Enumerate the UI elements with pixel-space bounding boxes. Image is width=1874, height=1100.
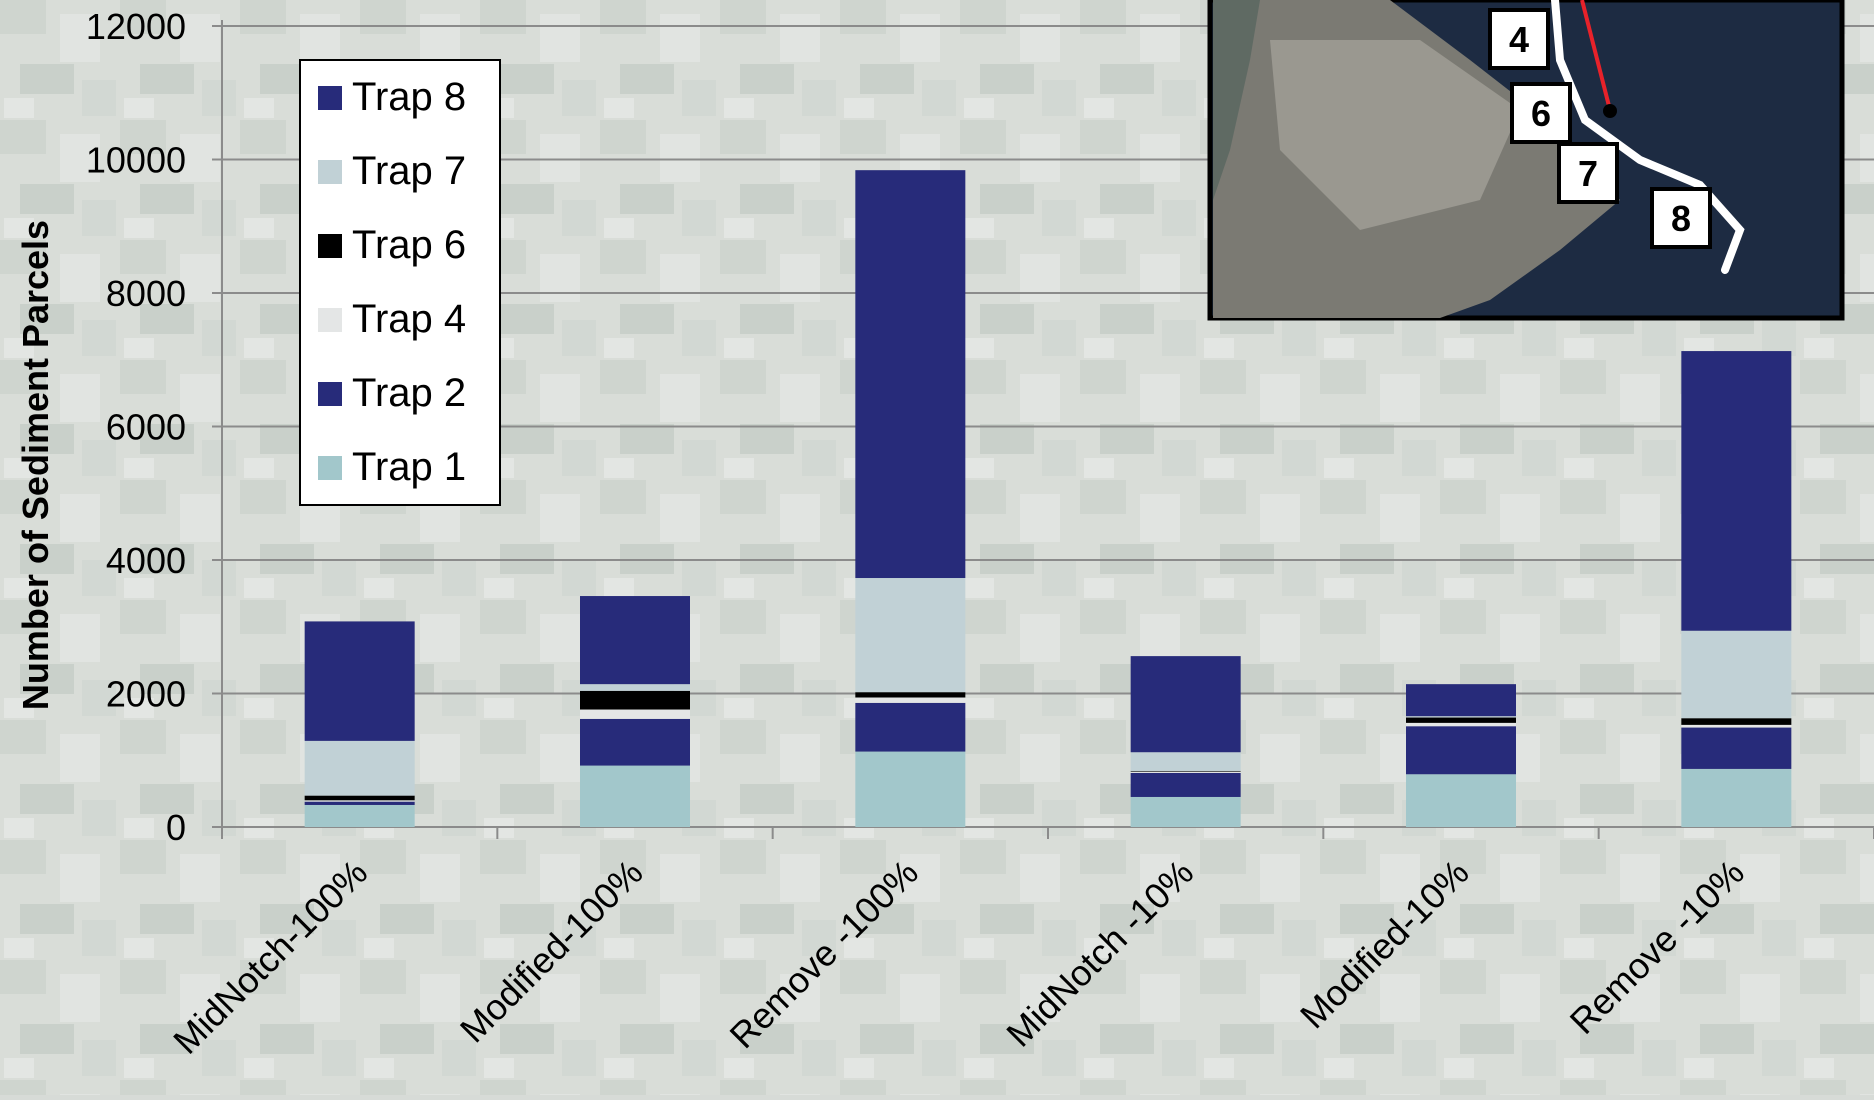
bar-segment-trap-4	[1406, 722, 1516, 727]
y-tick-label: 0	[166, 807, 186, 848]
legend-label: Trap 1	[352, 445, 466, 489]
bar-segment-trap-6	[855, 692, 966, 698]
inset-pier	[1270, 40, 1520, 230]
bar-segment-trap-1	[1406, 774, 1516, 827]
bar-segment-trap-8	[1130, 656, 1241, 753]
legend-swatch	[318, 456, 342, 480]
bar-segment-trap-8	[855, 170, 966, 579]
bar-segment-trap-2	[1406, 726, 1516, 775]
bar-segment-trap-2	[1681, 727, 1792, 769]
legend-label: Trap 2	[352, 371, 466, 415]
bar-segment-trap-2	[304, 801, 415, 805]
bar-segment-trap-6	[1406, 717, 1516, 723]
legend-swatch	[318, 234, 342, 258]
y-tick-label: 2000	[106, 674, 186, 715]
bar-segment-trap-1	[580, 765, 690, 827]
bar-segment-trap-7	[1130, 752, 1241, 771]
bar-segment-trap-4	[580, 709, 690, 719]
bar-segment-trap-1	[1130, 796, 1241, 827]
inset-transect-line	[1580, 0, 1612, 111]
y-tick-label: 6000	[106, 407, 186, 448]
inset-breakwater	[1551, 0, 1745, 274]
legend-swatch	[318, 86, 342, 110]
bar-segment-trap-4	[1681, 724, 1792, 728]
y-tick-label: 12000	[86, 6, 186, 47]
inset-shore	[1213, 0, 1260, 200]
legend-box	[299, 59, 501, 506]
bar-segment-trap-4	[855, 697, 966, 703]
bar-segment-trap-6	[304, 795, 415, 801]
y-axis-label: Number of Sediment Parcels	[15, 220, 56, 710]
bar-segment-trap-6	[580, 690, 690, 710]
y-tick-label: 4000	[106, 540, 186, 581]
inset-marker-8: 8	[1671, 198, 1691, 239]
legend-swatch	[318, 382, 342, 406]
bar-segment-trap-2	[580, 718, 690, 766]
bar-segment-trap-4	[1130, 771, 1241, 773]
bar-segment-trap-8	[1681, 351, 1792, 631]
legend: Trap 8 Trap 7 Trap 6 Trap 4 Trap 2 Trap 1	[299, 59, 501, 506]
legend-label: Trap 6	[352, 223, 466, 267]
legend-label: Trap 8	[352, 75, 466, 119]
inset-transect-point	[1603, 104, 1617, 118]
bar-segment-trap-1	[855, 751, 966, 827]
legend-label: Trap 4	[352, 297, 466, 341]
bar-segment-trap-8	[1406, 684, 1516, 717]
bar-segment-trap-7	[580, 684, 690, 691]
bar-segment-trap-8	[304, 621, 415, 741]
y-tick-label: 10000	[86, 140, 186, 181]
bar-segment-trap-2	[855, 702, 966, 752]
inset-marker-box-8	[1650, 187, 1712, 249]
bar-segment-trap-6	[1681, 718, 1792, 725]
inset-marker-box-6	[1510, 82, 1572, 144]
bar-segment-trap-1	[1681, 768, 1792, 827]
bar-segment-trap-4	[304, 800, 415, 802]
inset-marker-box-4	[1488, 8, 1550, 70]
inset-marker-box-7	[1557, 142, 1619, 204]
legend-swatch	[318, 308, 342, 332]
bar-segment-trap-7	[855, 578, 966, 693]
y-tick-label: 8000	[106, 273, 186, 314]
bar-segment-trap-8	[580, 596, 690, 685]
bar-segment-trap-7	[1406, 716, 1516, 718]
axes	[221, 20, 1874, 839]
legend-label: Trap 7	[352, 149, 466, 193]
bar-segment-trap-7	[1681, 630, 1792, 719]
y-tick-labels: 0 2000 4000 6000 8000 10000 12000	[86, 6, 186, 848]
inset-marker-6: 6	[1531, 93, 1551, 134]
bar-segment-trap-2	[1130, 772, 1241, 797]
bar-segment-trap-1	[304, 804, 415, 827]
bar-segment-trap-6	[1130, 770, 1241, 772]
bar-segment-trap-7	[304, 740, 415, 796]
inset-marker-7: 7	[1578, 153, 1598, 194]
bars	[304, 170, 1792, 827]
inset-marker-4: 4	[1509, 19, 1529, 60]
map-inset: 4 6 7 8	[1207, 0, 1845, 321]
legend-swatch	[318, 160, 342, 184]
